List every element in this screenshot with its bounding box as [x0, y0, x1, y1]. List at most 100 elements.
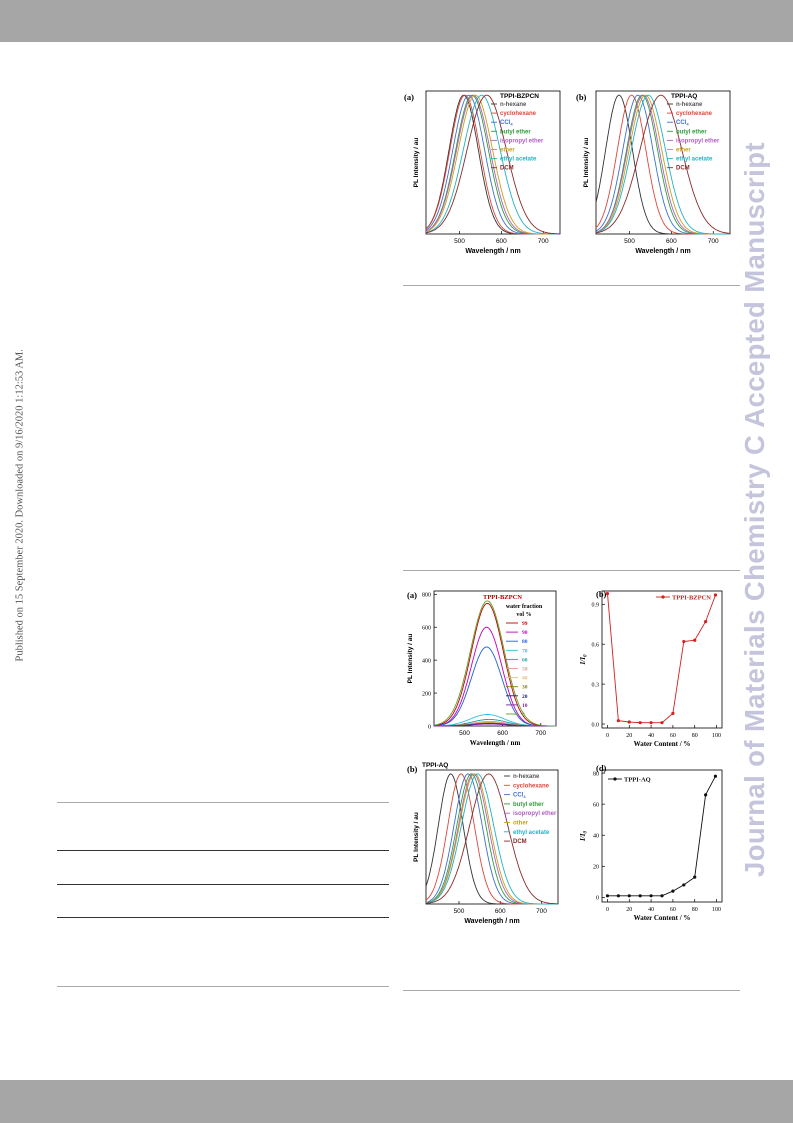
- y-tick-label: 40: [593, 834, 599, 840]
- data-point: [693, 875, 697, 879]
- data-point: [693, 638, 697, 642]
- legend-label: isopropyl ether: [676, 138, 720, 144]
- legend-label: CCl4: [676, 120, 689, 127]
- legend-label: DCM: [513, 839, 527, 845]
- x-tick-label: 100: [712, 907, 721, 913]
- data-point: [649, 721, 653, 725]
- data-point: [605, 894, 610, 898]
- table-rule: [57, 917, 389, 918]
- x-tick-label: 40: [648, 907, 654, 913]
- legend-label: 90: [522, 630, 528, 636]
- x-tick-label: 80: [692, 733, 698, 739]
- spectrum-line: [425, 94, 560, 235]
- x-tick-label: 20: [626, 733, 632, 739]
- x-tick-label: 600: [497, 730, 508, 737]
- legend-label: 0: [522, 712, 525, 718]
- x-axis-label: Wavelength / nm: [470, 739, 521, 747]
- y-axis-label: PL Intensity / au: [413, 138, 420, 188]
- x-tick-label: 0: [606, 907, 609, 913]
- legend-label: cyclohexane: [676, 111, 713, 117]
- legend-label: DCM: [676, 166, 690, 172]
- x-tick-label: 0: [606, 733, 609, 739]
- series-line: [607, 593, 716, 724]
- y-tick-label: 600: [422, 626, 431, 632]
- legend-label: isopropyl ether: [513, 811, 557, 817]
- x-tick-label: 700: [708, 238, 719, 245]
- legend-label: butyl ether: [500, 129, 531, 135]
- data-point: [704, 619, 708, 624]
- legend-label: other: [513, 821, 529, 827]
- spectrum-line: [434, 723, 556, 727]
- x-axis-label: Wavelength / nm: [464, 918, 519, 925]
- x-tick-label: 500: [454, 238, 465, 245]
- x-tick-label: 700: [538, 238, 549, 245]
- legend-label: 50: [522, 667, 528, 673]
- legend-label: 70: [522, 648, 528, 654]
- data-point: [638, 721, 642, 725]
- legend-label: ether: [500, 148, 515, 154]
- chart-title: TPPI-BZPCN: [483, 594, 522, 601]
- x-axis-label: Wavelength / nm: [635, 248, 690, 255]
- data-point: [713, 774, 718, 778]
- legend-label: n-hexane: [513, 774, 540, 780]
- figure-2-top-rule: [403, 570, 740, 571]
- figure-2b-chart: (b) 0 20 40 60 80 100 0.0 0.3 0.6 0.9 Water Content…: [579, 589, 723, 748]
- data-point: [605, 592, 610, 596]
- x-tick-label: 60: [670, 907, 676, 913]
- spectrum-line: [425, 94, 560, 235]
- legend-label: 40: [522, 676, 528, 682]
- legend-label: CCl4: [513, 793, 526, 800]
- legend-label: cyclohexane: [500, 111, 537, 117]
- x-tick-label: 700: [536, 908, 547, 915]
- data-point: [704, 793, 708, 797]
- y-axis-label: PL Intensity / au: [413, 812, 420, 862]
- plot-frame: [601, 590, 723, 729]
- published-note: Published on 15 September 2020. Download…: [14, 349, 26, 662]
- x-tick-label: 80: [692, 907, 698, 913]
- spectrum-line: [426, 773, 558, 905]
- x-axis-label: Water Content / %: [634, 740, 691, 748]
- data-point: [616, 719, 620, 723]
- spectrum-line: [595, 94, 730, 235]
- panel-label: (b): [407, 764, 418, 774]
- x-tick-label: 100: [712, 733, 721, 739]
- data-point: [627, 720, 631, 724]
- y-axis-label: I/I0: [579, 831, 589, 842]
- x-tick-label: 500: [454, 908, 465, 915]
- plot-frame: [601, 769, 723, 903]
- y-tick-label: 800: [422, 593, 431, 599]
- y-tick-label: 0.6: [592, 643, 600, 649]
- legend-label: 10: [522, 703, 528, 709]
- data-point: [627, 894, 631, 898]
- data-point: [671, 889, 675, 893]
- y-tick-label: 20: [593, 865, 599, 871]
- y-axis-label: PL Intensity / au: [583, 138, 590, 188]
- legend-label: 60: [522, 657, 528, 663]
- legend-label: cyclohexane: [513, 783, 550, 789]
- y-axis-label: PL Intensity / au: [407, 634, 414, 684]
- legend-marker: [661, 595, 665, 599]
- x-tick-label: 500: [624, 238, 635, 245]
- y-tick-label: 0.0: [592, 722, 600, 728]
- spectrum-line: [425, 773, 558, 905]
- y-axis-label: I/I0: [579, 654, 589, 665]
- panel-label: (d): [596, 763, 607, 773]
- x-tick-label: 600: [495, 908, 506, 915]
- panel-label: (b): [596, 589, 607, 599]
- y-tick-label: 80: [593, 771, 599, 777]
- legend-label: ethyl acetate: [500, 157, 537, 163]
- legend-label: ether: [676, 148, 691, 154]
- legend-label: 80: [522, 639, 528, 645]
- legend-label: butyl ether: [513, 802, 544, 808]
- legend-label: ethyl acetate: [676, 157, 713, 163]
- spectrum-line: [595, 94, 731, 234]
- y-tick-label: 60: [593, 802, 599, 808]
- chart-title: TPPI-BZPCN: [500, 93, 539, 100]
- table-top-rule: [57, 802, 389, 803]
- legend-label: n-hexane: [500, 102, 527, 108]
- x-tick-label: 700: [535, 730, 546, 737]
- figure-2-bottom-rule: [403, 990, 740, 991]
- figure-2c-chart: (b) 500 600 700 Wavelength / nm PL Intensity …: [407, 762, 559, 925]
